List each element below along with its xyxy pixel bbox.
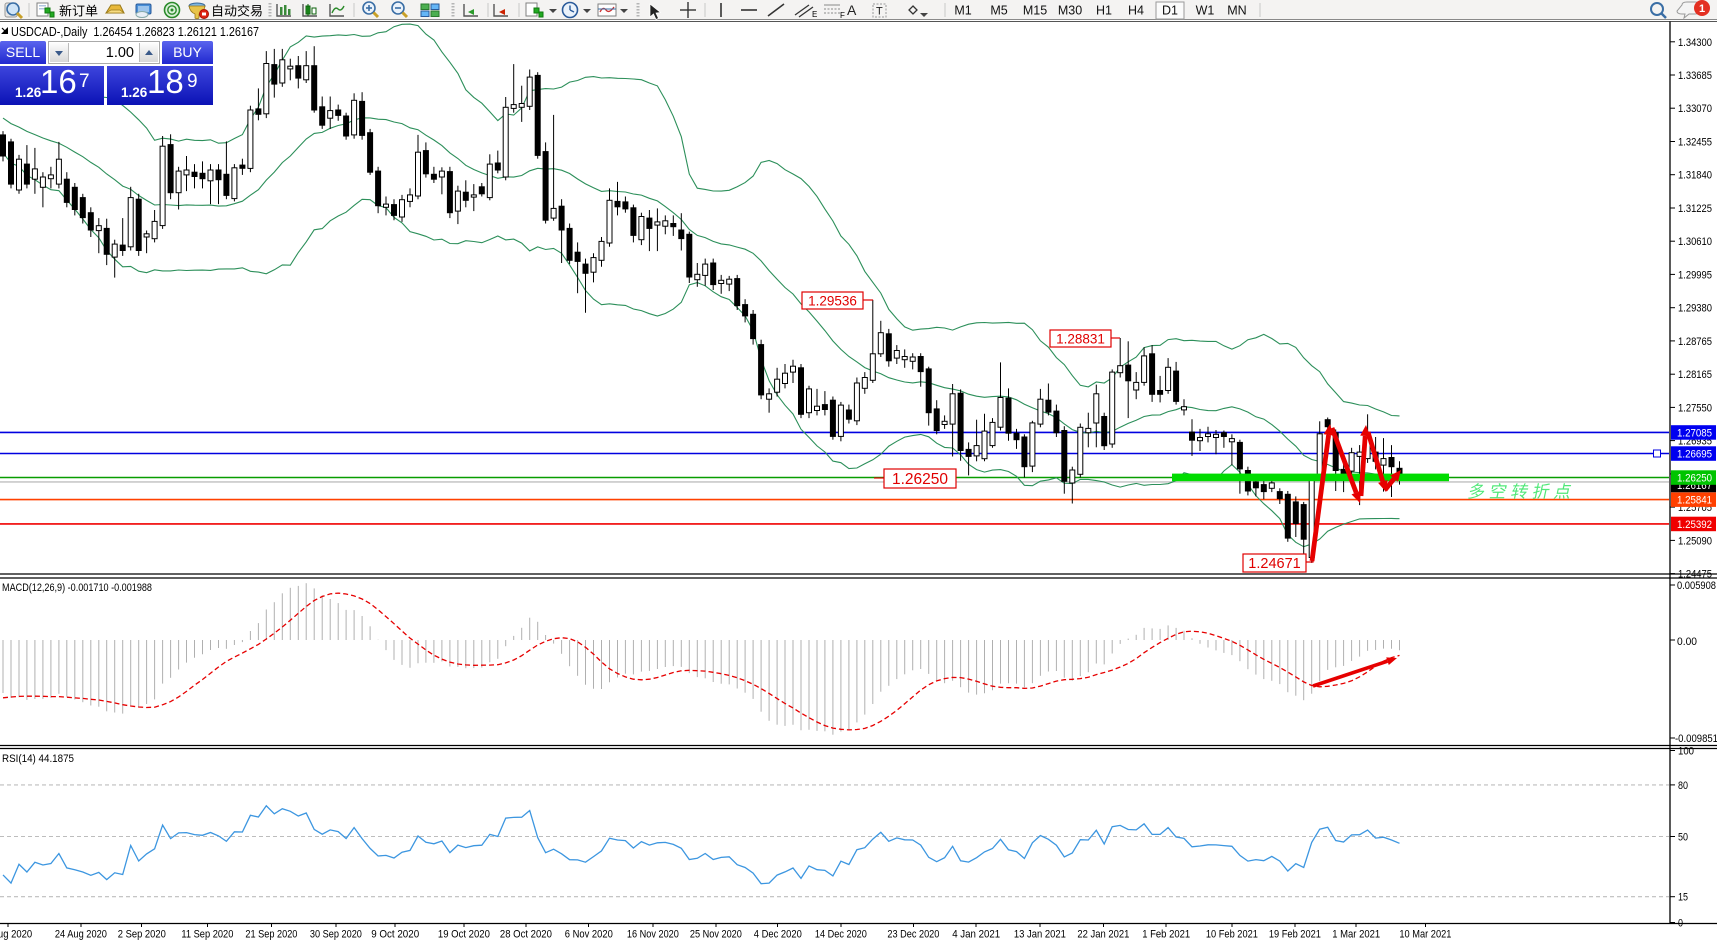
svg-text:T: T	[876, 6, 883, 18]
svg-text:24 Aug 2020: 24 Aug 2020	[55, 929, 107, 941]
svg-text:21 Sep 2020: 21 Sep 2020	[245, 929, 297, 941]
svg-text:1.29536: 1.29536	[808, 293, 857, 308]
svg-text:16 Nov 2020: 16 Nov 2020	[627, 929, 679, 941]
svg-text:USDCAD-,Daily 1.26454 1.26823: USDCAD-,Daily 1.26454 1.26823 1.26121 1.…	[11, 24, 259, 39]
svg-text:1.31225: 1.31225	[1678, 203, 1712, 215]
svg-text:1.30610: 1.30610	[1678, 236, 1712, 248]
svg-text:1.24475: 1.24475	[1678, 569, 1712, 581]
svg-text:1 Feb 2021: 1 Feb 2021	[1142, 929, 1190, 941]
svg-text:M5: M5	[990, 4, 1007, 18]
svg-text:1.26250: 1.26250	[892, 471, 948, 488]
svg-text:1.33685: 1.33685	[1678, 70, 1712, 82]
svg-text:23 Dec 2020: 23 Dec 2020	[887, 929, 939, 941]
svg-text:1.29995: 1.29995	[1678, 269, 1712, 281]
svg-text:F: F	[840, 11, 845, 20]
svg-text:1.27085: 1.27085	[1677, 427, 1712, 439]
svg-text:30 Sep 2020: 30 Sep 2020	[310, 929, 362, 941]
svg-text:0: 0	[1678, 918, 1683, 930]
svg-text:4 Aug 2020: 4 Aug 2020	[0, 929, 32, 941]
svg-text:A: A	[847, 2, 857, 18]
svg-text:M15: M15	[1023, 4, 1047, 18]
svg-text:1 Mar 2021: 1 Mar 2021	[1332, 929, 1380, 941]
svg-text:1.26250: 1.26250	[1677, 473, 1712, 485]
svg-text:1.25392: 1.25392	[1677, 519, 1712, 531]
svg-text:1.25090: 1.25090	[1678, 535, 1712, 547]
svg-text:D1: D1	[1162, 4, 1178, 18]
svg-text:1.28831: 1.28831	[1056, 331, 1105, 346]
svg-text:10 Mar 2021: 10 Mar 2021	[1399, 929, 1451, 941]
svg-text:1.33070: 1.33070	[1678, 103, 1712, 115]
svg-text:4 Jan 2021: 4 Jan 2021	[952, 929, 1000, 941]
svg-text:0.005908: 0.005908	[1677, 580, 1716, 592]
svg-text:25 Nov 2020: 25 Nov 2020	[690, 929, 742, 941]
svg-text:9 Oct 2020: 9 Oct 2020	[371, 929, 419, 941]
svg-text:MN: MN	[1227, 4, 1246, 18]
svg-text:1.25841: 1.25841	[1677, 495, 1712, 507]
svg-text:1.31840: 1.31840	[1678, 170, 1712, 182]
svg-text:11 Sep 2020: 11 Sep 2020	[181, 929, 233, 941]
svg-text:22 Jan 2021: 22 Jan 2021	[1077, 929, 1129, 941]
svg-text:-0.009851: -0.009851	[1675, 733, 1717, 745]
svg-text:H1: H1	[1096, 4, 1112, 18]
svg-text:1.29380: 1.29380	[1678, 303, 1712, 315]
svg-text:1.34300: 1.34300	[1678, 37, 1712, 49]
svg-text:6 Nov 2020: 6 Nov 2020	[565, 929, 613, 941]
svg-text:1.32455: 1.32455	[1678, 137, 1712, 149]
svg-text:H4: H4	[1128, 4, 1144, 18]
svg-text:RSI(14) 44.1875: RSI(14) 44.1875	[2, 753, 74, 765]
svg-text:28 Oct 2020: 28 Oct 2020	[500, 929, 552, 941]
svg-text:10 Feb 2021: 10 Feb 2021	[1206, 929, 1258, 941]
svg-text:1.27550: 1.27550	[1678, 402, 1712, 414]
svg-text:100: 100	[1678, 746, 1694, 758]
svg-text:50: 50	[1678, 832, 1688, 844]
svg-text:80: 80	[1678, 780, 1688, 792]
svg-text:0.00: 0.00	[1677, 636, 1697, 648]
svg-text:19 Oct 2020: 19 Oct 2020	[438, 929, 490, 941]
svg-text:1.26695: 1.26695	[1677, 449, 1712, 461]
svg-text:E: E	[812, 10, 817, 19]
svg-text:1.25705: 1.25705	[1678, 502, 1712, 514]
svg-text:MACD(12,26,9) -0.001710 -0.001: MACD(12,26,9) -0.001710 -0.001988	[2, 582, 152, 594]
svg-text:1.24671: 1.24671	[1248, 556, 1300, 572]
svg-text:4 Dec 2020: 4 Dec 2020	[754, 929, 802, 941]
svg-text:13 Jan 2021: 13 Jan 2021	[1014, 929, 1066, 941]
svg-text:M30: M30	[1058, 4, 1082, 18]
svg-text:1: 1	[1699, 3, 1705, 15]
svg-text:14 Dec 2020: 14 Dec 2020	[815, 929, 867, 941]
svg-text:W1: W1	[1196, 4, 1215, 18]
svg-text:1.28165: 1.28165	[1678, 369, 1712, 381]
svg-text:15: 15	[1678, 892, 1688, 904]
svg-text:2 Sep 2020: 2 Sep 2020	[118, 929, 166, 941]
svg-text:19 Feb 2021: 19 Feb 2021	[1269, 929, 1321, 941]
svg-text:M1: M1	[954, 4, 971, 18]
svg-text:1.28765: 1.28765	[1678, 336, 1712, 348]
